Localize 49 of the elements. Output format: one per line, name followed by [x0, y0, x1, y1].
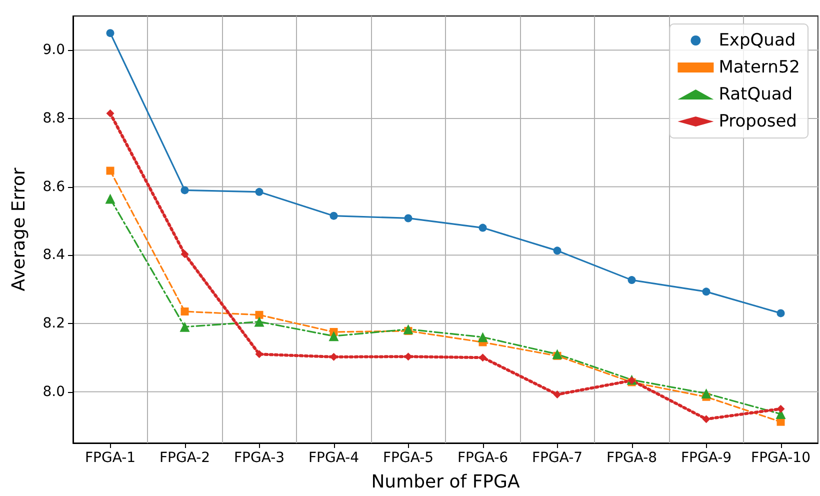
point [330, 212, 338, 220]
point [180, 186, 189, 194]
point [180, 322, 190, 332]
y-tick-label: 8.8 [42, 110, 65, 126]
point [478, 332, 488, 342]
point [776, 404, 785, 413]
point [254, 316, 264, 327]
point [404, 214, 412, 222]
point [255, 310, 264, 319]
x-tick-label: FPGA-3 [234, 450, 285, 466]
x-tick-label: FPGA-2 [159, 450, 210, 466]
point [628, 276, 636, 284]
y-tick-label: 8.4 [42, 247, 66, 264]
x-tick-label: FPGA-7 [532, 450, 583, 466]
x-axis-title: Number of FPGA [371, 472, 520, 492]
point [180, 250, 189, 258]
y-tick-label: 8.2 [42, 315, 65, 332]
x-tick-label: FPGA-10 [751, 450, 810, 466]
y-tick-label: 8.6 [42, 178, 66, 195]
x-tick-label: FPGA-8 [606, 450, 658, 466]
point [701, 388, 712, 398]
point [106, 109, 114, 118]
x-tick-label: FPGA-1 [84, 450, 136, 466]
y-tick-label: 8.0 [42, 384, 65, 400]
point [478, 354, 487, 362]
point [776, 309, 785, 318]
point [552, 349, 562, 360]
y-axis-title: Average Error [8, 167, 30, 292]
legend-label: Matern52 [718, 58, 800, 78]
point [478, 224, 487, 232]
point [106, 166, 114, 175]
legend-label: Proposed [718, 112, 797, 132]
point [106, 29, 114, 38]
y-tick-label: 9.0 [42, 42, 65, 58]
point [702, 288, 710, 296]
x-tick-label: FPGA-5 [382, 450, 434, 466]
x-tick-label: FPGA-4 [308, 450, 360, 466]
x-tick-label: FPGA-6 [457, 450, 508, 466]
point [105, 194, 116, 204]
x-tick-label: FPGA-9 [680, 450, 732, 466]
point [702, 415, 710, 424]
point [403, 324, 414, 334]
point [553, 246, 562, 255]
legend-label: ExpQuad [718, 30, 796, 50]
point [255, 188, 264, 196]
point [553, 390, 562, 398]
legend-label: RatQuad [718, 84, 793, 104]
point [180, 307, 189, 316]
point [328, 331, 339, 342]
